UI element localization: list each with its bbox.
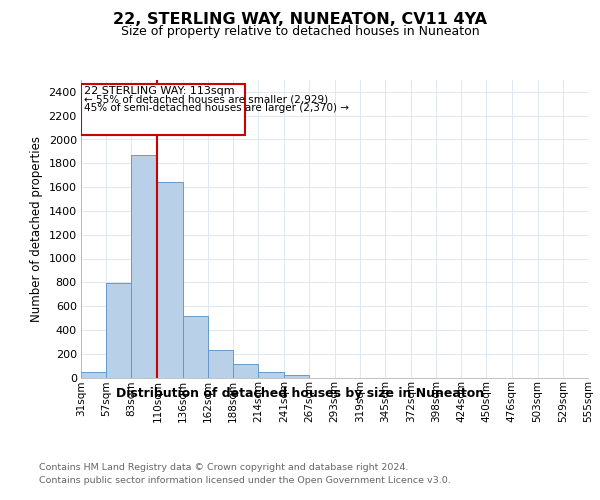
Bar <box>81 84 245 134</box>
Text: Distribution of detached houses by size in Nuneaton: Distribution of detached houses by size … <box>116 388 484 400</box>
Text: Contains public sector information licensed under the Open Government Licence v3: Contains public sector information licen… <box>39 476 451 485</box>
Bar <box>106 284 131 378</box>
Bar <box>208 350 233 378</box>
Text: Contains HM Land Registry data © Crown copyright and database right 2024.: Contains HM Land Registry data © Crown c… <box>39 462 409 471</box>
Text: 22, STERLING WAY, NUNEATON, CV11 4YA: 22, STERLING WAY, NUNEATON, CV11 4YA <box>113 12 487 28</box>
Text: 45% of semi-detached houses are larger (2,370) →: 45% of semi-detached houses are larger (… <box>84 103 349 113</box>
Bar <box>233 364 258 378</box>
Text: Size of property relative to detached houses in Nuneaton: Size of property relative to detached ho… <box>121 25 479 38</box>
Text: ← 55% of detached houses are smaller (2,929): ← 55% of detached houses are smaller (2,… <box>84 94 328 104</box>
Bar <box>258 372 284 378</box>
Bar <box>157 182 182 378</box>
Bar <box>182 316 208 378</box>
Bar <box>131 155 157 378</box>
Bar <box>81 372 106 378</box>
Bar <box>284 374 310 378</box>
Text: 22 STERLING WAY: 113sqm: 22 STERLING WAY: 113sqm <box>84 86 235 96</box>
Y-axis label: Number of detached properties: Number of detached properties <box>30 136 43 322</box>
